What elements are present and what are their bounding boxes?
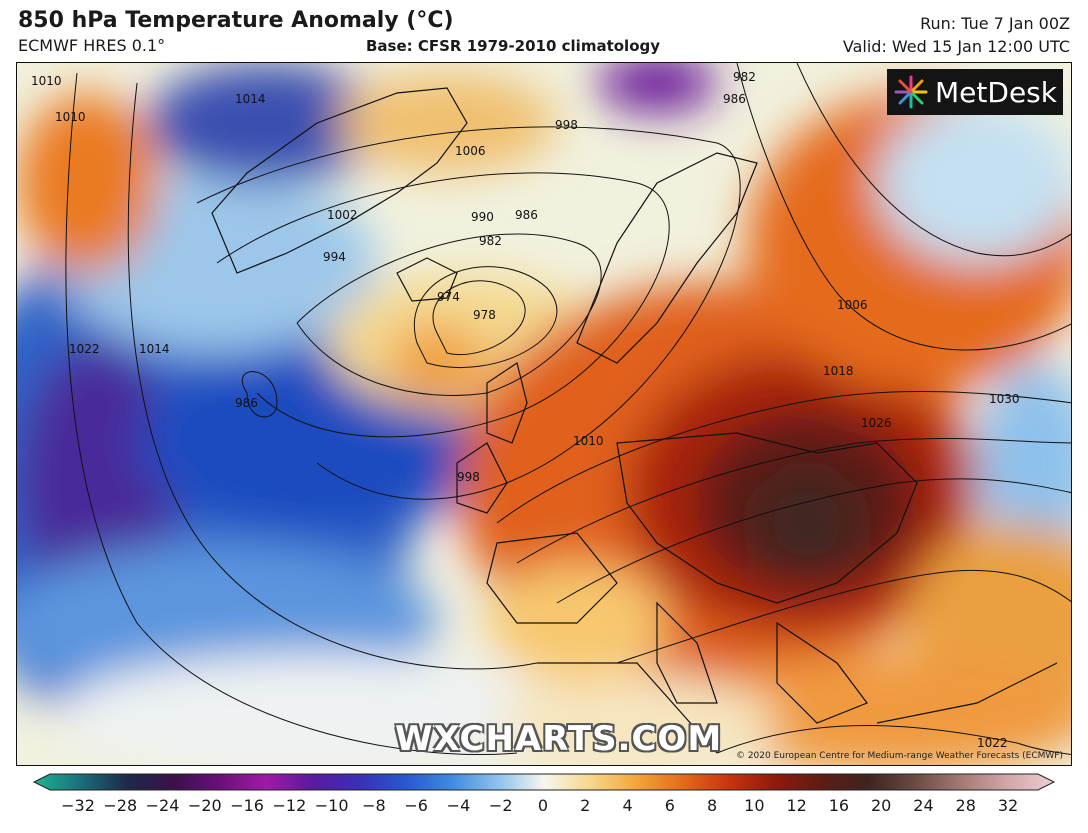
colorbar-tick-label: 0: [537, 796, 549, 815]
weather-map: 1010 1010 1014 1006 998 1002 994 990 986…: [16, 62, 1072, 766]
isobar-label: 998: [457, 470, 480, 484]
model-name: ECMWF HRES 0.1°: [18, 36, 166, 55]
isobar-label: 1026: [861, 416, 892, 430]
metdesk-logo-text: MetDesk: [935, 75, 1057, 109]
isobar-label: 982: [733, 70, 756, 84]
colorbar-tick-label: 2: [580, 796, 591, 815]
isobar-label: 1014: [139, 342, 170, 356]
colorbar-tick-label: 8: [706, 796, 718, 815]
isobars: [65, 63, 1071, 756]
isobar-label: 1014: [235, 92, 266, 106]
chart-title: 850 hPa Temperature Anomaly (°C): [18, 8, 454, 33]
colorbar-tick-label: 10: [744, 796, 765, 815]
isobar-labels: 1010 1010 1014 1006 998 1002 994 990 986…: [31, 70, 1020, 750]
colorbar-tick-label: −20: [187, 796, 222, 815]
isobar-label: 990: [471, 210, 494, 224]
isobar-label: 974: [437, 290, 460, 304]
anomaly-field: 1010 1010 1014 1006 998 1002 994 990 986…: [17, 63, 1071, 765]
climatology-base: Base: CFSR 1979-2010 climatology: [366, 37, 661, 55]
colorbar-tick-label: −8: [362, 796, 386, 815]
isobar-label: 1002: [327, 208, 358, 222]
isobar-label: 1006: [837, 298, 868, 312]
colorbar-tick-label: 12: [786, 796, 807, 815]
colorbar-tick-label: −4: [446, 796, 471, 815]
ecmwf-copyright: © 2020 European Centre for Medium-range …: [735, 751, 1063, 761]
colorbar-tick-label: −12: [272, 796, 307, 815]
isobar-label: 978: [473, 308, 496, 322]
colorbar-tick-label: −6: [404, 796, 428, 815]
colorbar-tick-label: −28: [103, 796, 138, 815]
colorbar-tick-label: −10: [314, 796, 349, 815]
run-time: Run: Tue 7 Jan 00Z: [920, 14, 1070, 33]
colorbar-tick-label: 20: [870, 796, 892, 815]
colorbar-tick-label: 24: [913, 796, 934, 815]
metdesk-logo: MetDesk: [887, 69, 1063, 115]
isobar-label: 982: [479, 234, 502, 248]
colorbar-tick-label: −32: [61, 796, 95, 815]
isobar-label: 1022: [69, 342, 100, 356]
wxcharts-watermark: WXCHARTS.COM: [395, 719, 723, 759]
metdesk-logo-icon: [894, 75, 928, 109]
isobar-label: 1030: [989, 392, 1020, 406]
colorbar-tick-label: 16: [828, 796, 850, 815]
isobar-label: 986: [723, 92, 746, 106]
colorbar-tick-label: 4: [622, 796, 633, 815]
isobar-label: 1022: [977, 736, 1008, 750]
isobar-label: 994: [323, 250, 346, 264]
colorbar-tick-label: 28: [955, 796, 976, 815]
colorbar-tick-label: −24: [145, 796, 180, 815]
colorbar-gradient: [32, 773, 1056, 791]
valid-time: Valid: Wed 15 Jan 12:00 UTC: [842, 37, 1070, 56]
colorbar-tick-label: 32: [997, 796, 1019, 815]
isobar-label: 1010: [573, 434, 604, 448]
coastlines: [211, 87, 1058, 754]
isobar-label: 998: [555, 118, 578, 132]
anomaly-shading: [17, 63, 1071, 765]
isobar-label: 1010: [31, 74, 62, 88]
colorbar-tick-label: −2: [488, 796, 513, 815]
colorbar: −32 −28 −24 −20 −16 −12 −10 −8 −6 −4 −2 0 2 4 6 8 10 12 16…: [16, 772, 1072, 828]
colorbar-tick-label: −16: [230, 796, 264, 815]
isobar-label: 1018: [823, 364, 854, 378]
isobar-label: 1010: [55, 110, 86, 124]
isobar-label: 1006: [455, 144, 486, 158]
isobar-label: 986: [515, 208, 538, 222]
colorbar-tick-label: 6: [664, 796, 675, 815]
isobar-label: 986: [235, 396, 258, 410]
